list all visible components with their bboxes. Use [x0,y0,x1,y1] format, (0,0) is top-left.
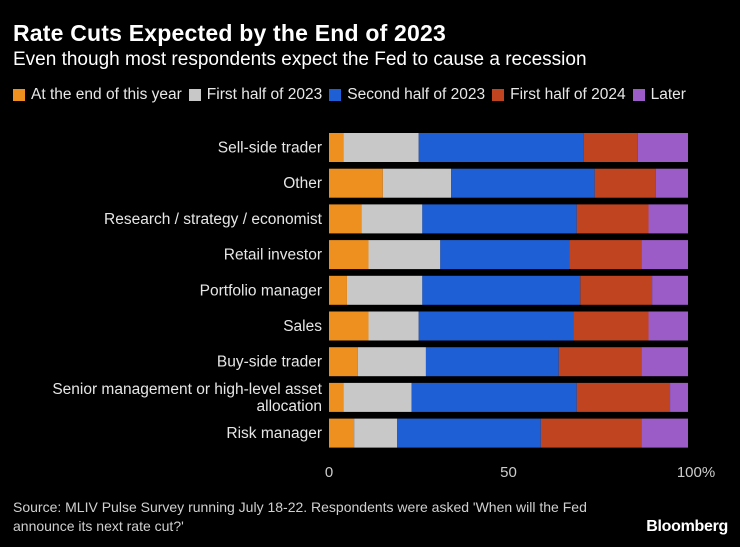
legend-label: At the end of this year [31,86,182,103]
category-label: Risk manager [226,425,322,442]
chart-title: Rate Cuts Expected by the End of 2023 [13,20,447,46]
legend-label: Second half of 2023 [347,86,486,103]
bar-segment [576,382,671,412]
bar-segment [397,418,541,448]
bar-segment [329,275,347,305]
bar-segment [329,418,355,448]
bar-segment [583,133,638,162]
bar-segment [652,275,688,305]
bar-segment [594,168,656,198]
bar-segment [540,418,642,448]
bar-segment [329,382,344,412]
bar-segment [422,204,577,234]
bar-segment [648,311,688,341]
bar-segment [418,311,574,341]
bar-segment [451,168,595,198]
bloomberg-logo: Bloomberg [646,518,728,535]
bar-segment [440,240,570,270]
bar-segment [368,311,419,341]
category-label-line: Portfolio manager [200,282,322,299]
legend-label: First half of 2024 [510,86,626,103]
bar-segment [343,382,412,412]
category-label-line: Sales [283,318,322,335]
x-tick-label: 50 [500,464,517,481]
chart-subtitle: Even though most respondents expect the … [13,49,587,70]
bar-segment [418,133,584,162]
x-tick-label: 0 [325,464,333,481]
bar-segment [648,204,688,234]
bar-segment [329,168,383,198]
legend-label: Later [650,86,686,103]
bar-segment [411,382,577,412]
category-label: Sell-side trader [218,140,322,157]
legend-swatch [188,89,201,101]
bar-segment [329,311,369,341]
bar-segment [329,240,369,270]
category-label: Portfolio manager [200,282,322,299]
bar-segment [422,275,581,305]
legend-item: At the end of this year [13,86,182,104]
bar-segment [361,204,423,234]
bar-segment [354,418,398,448]
bar-segment [368,240,441,270]
bar-segment [329,204,362,234]
category-label-line: Senior management or high-level asset [52,381,322,398]
bar-segment [576,204,649,234]
bar-segment [329,347,358,377]
category-label-line: Sell-side trader [218,140,322,157]
bar-segment [655,168,688,198]
bar-segment [357,347,426,377]
legend-swatch [632,89,645,101]
x-tick-label: 100% [677,464,715,481]
legend-item: Later [632,86,686,104]
bar-segment [670,382,688,412]
bar-segment [641,347,688,377]
category-label-line: Buy-side trader [217,354,322,371]
legend-swatch [492,89,505,101]
category-label: Buy-side trader [217,354,322,371]
bar-segment [641,418,688,448]
bar-segment [329,133,344,162]
bar-segment [641,240,688,270]
category-label-line: Retail investor [224,247,322,264]
category-label: Senior management or high-level asset all… [52,381,322,415]
category-label: Other [283,175,322,192]
category-label-line: allocation [257,398,323,415]
legend: At the end of this year First half of 202… [13,86,728,108]
legend-item: First half of 2024 [492,86,626,104]
bar-segment [425,347,559,377]
bar-segment [580,275,653,305]
bar-segment [346,275,423,305]
category-label-line: Risk manager [226,425,322,442]
category-label: Sales [283,318,322,335]
legend-swatch [329,89,342,101]
category-label: Retail investor [224,247,322,264]
bar-segment [637,133,688,162]
legend-swatch [13,89,25,101]
bar-segment [573,311,649,341]
category-label-line: Research / strategy / economist [104,211,323,228]
source-note: Source: MLIV Pulse Survey running July 1… [13,499,587,534]
legend-item: Second half of 2023 [329,86,485,104]
category-label: Research / strategy / economist [104,211,323,228]
bar-segment [558,347,642,377]
legend-item: First half of 2023 [188,86,323,104]
bar-segment [569,240,642,270]
bar-segment [343,133,419,162]
category-label-line: Other [283,175,322,192]
legend-label: First half of 2023 [206,86,323,103]
bar-segment [382,168,452,198]
